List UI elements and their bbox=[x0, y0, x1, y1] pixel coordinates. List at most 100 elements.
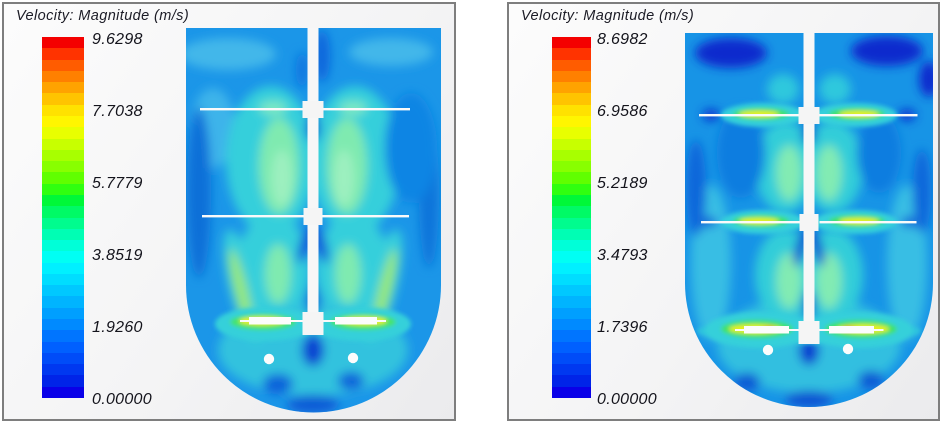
colorbar-tick-max: 8.6982 bbox=[597, 31, 648, 48]
colorbar-band bbox=[552, 93, 591, 105]
colorbar-band bbox=[552, 330, 591, 342]
colorbar-band bbox=[42, 228, 84, 241]
colorbar-band bbox=[552, 37, 591, 49]
colorbar-band bbox=[42, 375, 84, 387]
contour-panel-right: Velocity: Magnitude (m/s) 8.6982 6.9586 … bbox=[507, 2, 940, 421]
colorbar-tick: 6.9586 bbox=[597, 103, 648, 120]
colorbar-band bbox=[42, 296, 84, 308]
colorbar-band bbox=[552, 194, 591, 207]
colorbar-tick: 3.8519 bbox=[92, 247, 143, 264]
colorbar-band bbox=[42, 285, 84, 297]
sparger-hole-right bbox=[842, 343, 854, 355]
colorbar bbox=[42, 37, 84, 398]
colorbar-band bbox=[42, 251, 84, 263]
colorbar-tick-min: 0.00000 bbox=[92, 391, 152, 408]
sparger-hole-left bbox=[263, 353, 275, 365]
colorbar-band bbox=[42, 149, 84, 162]
colorbar-band bbox=[552, 217, 591, 229]
colorbar-band bbox=[552, 82, 591, 94]
shaft bbox=[307, 28, 319, 320]
impeller-top bbox=[200, 101, 410, 118]
impeller-middle bbox=[701, 214, 917, 231]
colorbar-band bbox=[42, 93, 84, 105]
colorbar-band bbox=[552, 262, 591, 274]
colorbar-band bbox=[552, 172, 591, 184]
colorbar-band bbox=[42, 206, 84, 218]
colorbar-band bbox=[42, 386, 84, 398]
agitator bbox=[200, 28, 410, 365]
colorbar-band bbox=[552, 352, 591, 365]
colorbar-tick-min: 0.00000 bbox=[597, 391, 657, 408]
colorbar-band bbox=[552, 319, 591, 331]
colorbar-band bbox=[42, 330, 84, 342]
colorbar-band bbox=[552, 375, 591, 387]
colorbar-band bbox=[552, 386, 591, 398]
colorbar-band bbox=[552, 285, 591, 297]
contour-panel-left: Velocity: Magnitude (m/s) 9.6298 7.7038 … bbox=[2, 2, 456, 421]
colorbar-tick: 3.4793 bbox=[597, 247, 648, 264]
agitator bbox=[699, 33, 918, 356]
impeller-middle bbox=[202, 208, 409, 225]
colorbar-band bbox=[42, 115, 84, 128]
colorbar-band bbox=[552, 240, 591, 252]
colorbar-band bbox=[42, 104, 84, 116]
colorbar-band bbox=[42, 319, 84, 331]
colorbar-tick: 1.7396 bbox=[597, 319, 648, 336]
colorbar-band bbox=[552, 273, 591, 286]
colorbar-band bbox=[42, 161, 84, 173]
colorbar-band bbox=[552, 206, 591, 218]
colorbar-band bbox=[42, 240, 84, 252]
colorbar-band bbox=[42, 37, 84, 49]
colorbar-tick: 5.7779 bbox=[92, 175, 143, 192]
sparger-hole-right bbox=[347, 352, 359, 364]
colorbar-tick-max: 9.6298 bbox=[92, 31, 143, 48]
colorbar-band bbox=[552, 183, 591, 195]
colorbar-band bbox=[42, 364, 84, 376]
shaft bbox=[803, 33, 815, 323]
colorbar-band bbox=[42, 172, 84, 184]
colorbar-band bbox=[42, 217, 84, 229]
colorbar-band bbox=[552, 115, 591, 128]
colorbar-band bbox=[42, 352, 84, 365]
colorbar-band bbox=[552, 127, 591, 139]
colorbar-band bbox=[552, 161, 591, 173]
colorbar-band bbox=[42, 194, 84, 207]
colorbar-band bbox=[42, 59, 84, 71]
colorbar-band bbox=[42, 48, 84, 60]
contour-plot-right bbox=[685, 33, 933, 407]
colorbar-band bbox=[552, 307, 591, 320]
colorbar-band bbox=[552, 48, 591, 60]
colorbar-band bbox=[42, 70, 84, 83]
colorbar-band bbox=[552, 364, 591, 376]
colorbar-tick: 5.2189 bbox=[597, 175, 648, 192]
impeller-top bbox=[699, 107, 918, 124]
colorbar-band bbox=[552, 251, 591, 263]
colorbar-band bbox=[552, 296, 591, 308]
legend-title: Velocity: Magnitude (m/s) bbox=[16, 8, 190, 24]
colorbar-band bbox=[42, 127, 84, 139]
colorbar-band bbox=[552, 104, 591, 116]
vessel-field bbox=[186, 28, 441, 413]
colorbar-band bbox=[552, 138, 591, 150]
colorbar-band bbox=[552, 341, 591, 353]
colorbar-band bbox=[552, 228, 591, 241]
colorbar-band bbox=[42, 82, 84, 94]
legend-title: Velocity: Magnitude (m/s) bbox=[521, 8, 695, 24]
impeller-bottom bbox=[735, 321, 884, 344]
impeller-bottom bbox=[240, 312, 386, 335]
colorbar-band bbox=[42, 262, 84, 274]
colorbar-band bbox=[552, 70, 591, 83]
colorbar-band bbox=[42, 273, 84, 286]
colorbar-tick: 7.7038 bbox=[92, 103, 143, 120]
colorbar-band bbox=[552, 149, 591, 162]
colorbar-band bbox=[552, 59, 591, 71]
contour-plot-left bbox=[186, 28, 441, 413]
colorbar-tick: 1.9260 bbox=[92, 319, 143, 336]
colorbar-band bbox=[42, 307, 84, 320]
sparger-hole-left bbox=[762, 344, 774, 356]
colorbar-band bbox=[42, 341, 84, 353]
colorbar-band bbox=[42, 138, 84, 150]
colorbar bbox=[552, 37, 591, 398]
colorbar-band bbox=[42, 183, 84, 195]
